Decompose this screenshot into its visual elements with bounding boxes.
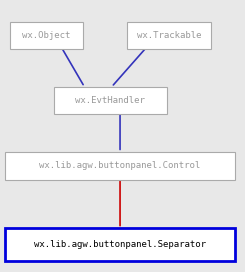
Text: wx.Trackable: wx.Trackable (137, 31, 201, 40)
FancyBboxPatch shape (54, 87, 167, 114)
FancyBboxPatch shape (127, 22, 211, 49)
Text: wx.EvtHandler: wx.EvtHandler (75, 96, 145, 105)
Text: wx.lib.agw.buttonpanel.Separator: wx.lib.agw.buttonpanel.Separator (34, 240, 206, 249)
FancyBboxPatch shape (5, 152, 235, 180)
Text: wx.lib.agw.buttonpanel.Control: wx.lib.agw.buttonpanel.Control (39, 161, 201, 171)
Text: wx.Object: wx.Object (22, 31, 71, 40)
FancyBboxPatch shape (5, 228, 235, 261)
FancyBboxPatch shape (10, 22, 83, 49)
